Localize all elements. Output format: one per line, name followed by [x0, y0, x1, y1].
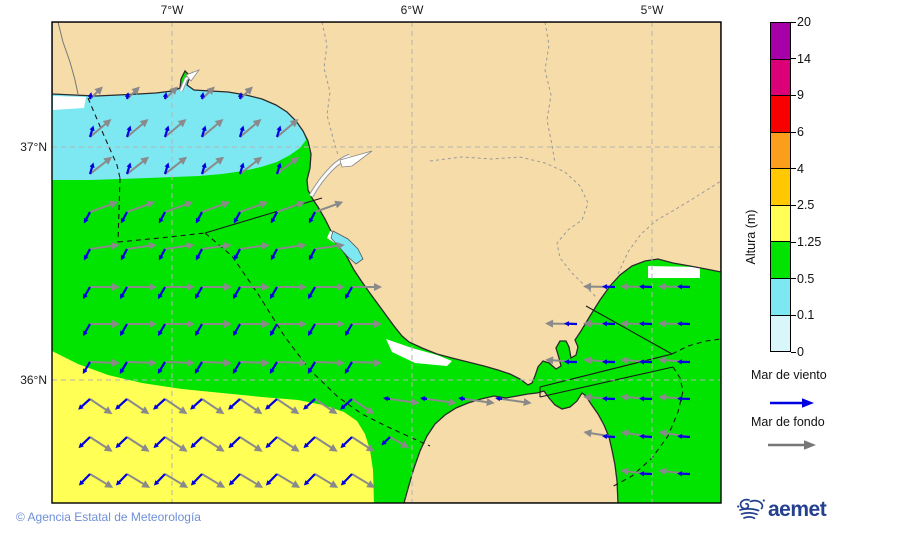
swell-arrow-icon	[768, 440, 816, 450]
aemet-logo-icon	[737, 498, 765, 520]
sea-patch-white-nw	[53, 96, 86, 110]
land-iberia	[52, 22, 721, 386]
colorbar-title: Altura (m)	[744, 209, 758, 265]
colorbar-tick-label: 6	[797, 125, 804, 139]
axis-label-latitude: 36°N	[20, 373, 47, 387]
map-border	[51, 21, 722, 504]
axis-label-longitude: 6°W	[400, 3, 424, 17]
river-estuary	[339, 150, 373, 168]
axis-label-longitude: 7°W	[160, 3, 184, 17]
arrow-field	[78, 86, 691, 488]
colorbar-segment	[771, 205, 790, 243]
axis-label-latitude: 37°N	[20, 140, 47, 154]
maritime-boundaries-dashed	[87, 97, 721, 489]
wind-arrow-icon	[770, 398, 814, 408]
sea-region-cyan	[52, 78, 306, 180]
sea-patch-white-trafalgar	[386, 339, 452, 366]
colorbar-tick	[791, 204, 796, 206]
colorbar-tick-label: 2.5	[797, 198, 815, 213]
colorbar-tick	[791, 351, 796, 353]
colorbar-tick-label: 1.25	[797, 235, 822, 249]
colorbar-tick	[791, 94, 796, 96]
legend-swell-label: Mar de fondo	[751, 415, 825, 429]
colorbar-tick-label: 0	[797, 345, 804, 359]
colorbar-tick	[791, 241, 796, 243]
colorbar-tick-label: 0.5	[797, 271, 815, 286]
aemet-logo-text: aemet	[768, 497, 827, 521]
colorbar-segment	[771, 242, 790, 279]
colorbar-tick	[791, 21, 796, 23]
colorbar-segment	[771, 59, 790, 97]
colorbar-segment	[771, 23, 790, 60]
legend-wind-label: Mar de viento	[751, 368, 827, 382]
province-boundaries	[321, 22, 721, 298]
colorbar-segment	[771, 315, 790, 352]
copyright-text: © Agencia Estatal de Meteorología	[16, 510, 201, 524]
colorbar-tick-label: 14	[797, 51, 811, 66]
colorbar-segment	[771, 278, 790, 316]
colorbar-tick	[791, 278, 796, 280]
sea-region-yellow	[52, 351, 374, 503]
colorbar-segment	[771, 169, 790, 206]
colorbar	[770, 22, 791, 352]
graticule	[52, 22, 721, 503]
colorbar-tick	[791, 58, 796, 60]
portugal-border-line	[57, 22, 79, 95]
colorbar-tick-label: 20	[797, 15, 811, 29]
cadiz-bay	[330, 230, 364, 265]
axis-label-longitude: 5°W	[640, 3, 664, 17]
colorbar-tick	[791, 168, 796, 170]
colorbar-segment	[771, 96, 790, 133]
aemet-logo: aemet	[736, 496, 827, 523]
colorbar-tick-label: 0.1	[797, 308, 815, 323]
colorbar-tick-label: 4	[797, 161, 804, 176]
ria-estuary	[185, 69, 201, 82]
maritime-boundaries-solid	[204, 197, 674, 398]
colorbar-tick	[791, 314, 796, 316]
colorbar-tick-label: 9	[797, 88, 804, 103]
colorbar-tick	[791, 131, 796, 133]
colorbar-segment	[771, 132, 790, 170]
sea-patch-white-east	[648, 266, 700, 278]
